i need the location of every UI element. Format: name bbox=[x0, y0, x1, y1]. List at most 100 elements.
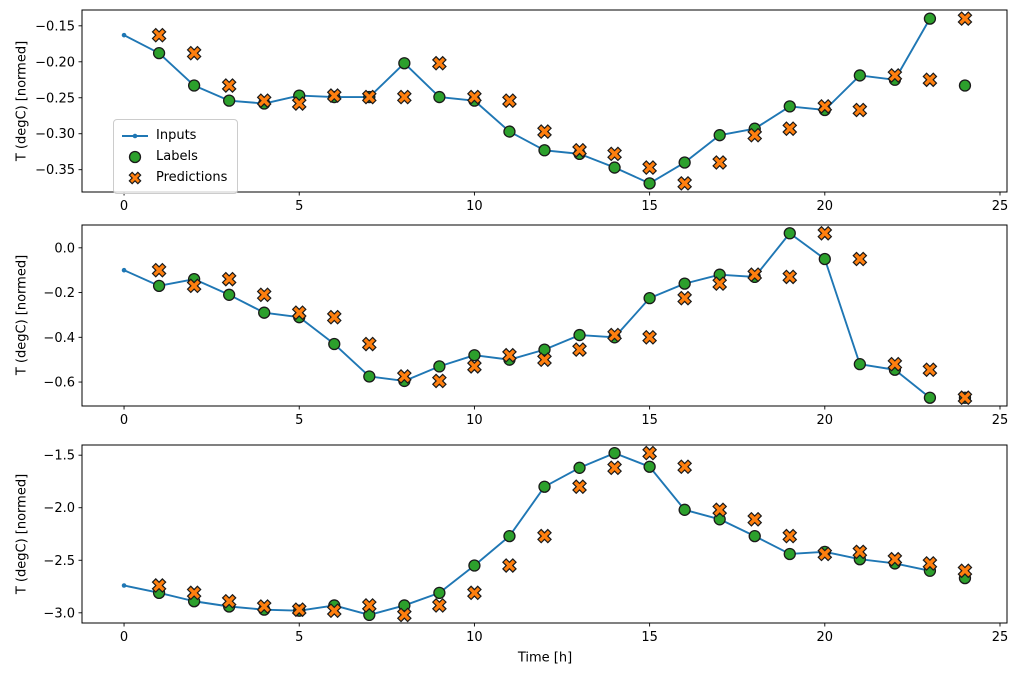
prediction-marker bbox=[642, 160, 658, 175]
labels-scatter-series bbox=[152, 446, 972, 622]
label-marker bbox=[853, 69, 866, 82]
inputs-line bbox=[123, 232, 931, 399]
inputs-line-series bbox=[121, 16, 933, 186]
prediction-marker bbox=[467, 358, 482, 374]
label-marker bbox=[187, 79, 201, 92]
y-tick-label: −2.5 bbox=[43, 554, 75, 569]
x-axis-ticks: 0 5 10 15 20 25 bbox=[120, 406, 1008, 428]
inputs-point-dot bbox=[121, 32, 127, 38]
label-marker bbox=[433, 586, 446, 599]
legend-item-predictions: Predictions bbox=[122, 167, 227, 188]
prediction-marker bbox=[256, 287, 272, 303]
prediction-marker bbox=[712, 502, 728, 518]
legend-label-labels: Labels bbox=[156, 149, 198, 164]
prediction-marker bbox=[887, 551, 903, 567]
prediction-marker bbox=[572, 342, 587, 358]
prediction-marker bbox=[852, 544, 868, 560]
label-marker bbox=[643, 460, 656, 473]
inputs-point-dot bbox=[121, 583, 127, 588]
subplot-1: 0 5 10 15 20 25 −0.15 −0.20 −0.25 −0.30 −0.35 T (d… bbox=[0, 0, 1023, 216]
prediction-marker bbox=[607, 146, 622, 162]
prediction-marker bbox=[221, 78, 237, 93]
x-tick-label: 15 bbox=[641, 199, 658, 214]
prediction-marker bbox=[431, 373, 447, 389]
x-tick-label: 25 bbox=[992, 413, 1009, 428]
prediction-marker bbox=[361, 598, 377, 613]
label-marker bbox=[748, 529, 761, 543]
label-marker bbox=[152, 47, 166, 60]
prediction-marker bbox=[431, 598, 447, 613]
y-axis-ticks: −0.15 −0.20 −0.25 −0.30 −0.35 bbox=[35, 19, 82, 178]
prediction-marker bbox=[782, 121, 798, 137]
label-marker bbox=[713, 129, 726, 142]
y-axis-label: T (degC) [normed] bbox=[14, 473, 30, 595]
label-marker bbox=[503, 529, 516, 543]
label-marker bbox=[608, 161, 621, 174]
legend-item-inputs: Inputs bbox=[122, 125, 227, 146]
prediction-marker bbox=[537, 528, 552, 544]
inputs-point-dot bbox=[121, 267, 127, 273]
prediction-marker bbox=[852, 102, 868, 118]
prediction-marker bbox=[607, 460, 622, 476]
legend-label-predictions: Predictions bbox=[156, 170, 228, 185]
label-marker bbox=[468, 349, 481, 362]
legend-item-labels: Labels bbox=[122, 146, 227, 167]
label-marker bbox=[643, 292, 656, 305]
prediction-marker bbox=[537, 352, 552, 368]
y-tick-label: −0.4 bbox=[43, 331, 75, 346]
axes-frame bbox=[81, 9, 1008, 193]
legend: Inputs Labels Predictions bbox=[113, 119, 239, 194]
prediction-marker bbox=[396, 89, 412, 105]
label-marker bbox=[783, 547, 796, 561]
x-tick-label: 10 bbox=[466, 630, 483, 645]
inputs-line-series bbox=[121, 450, 933, 618]
x-cross-icon bbox=[128, 170, 142, 185]
label-marker bbox=[398, 57, 411, 70]
x-tick-label: 25 bbox=[992, 630, 1009, 645]
prediction-marker bbox=[887, 68, 903, 83]
x-tick-label: 0 bbox=[120, 413, 128, 428]
predictions-scatter-series bbox=[151, 445, 973, 623]
prediction-marker bbox=[677, 290, 693, 306]
y-axis-label: T (degC) [normed] bbox=[14, 254, 30, 376]
prediction-marker bbox=[326, 309, 342, 325]
prediction-marker bbox=[537, 124, 552, 139]
label-marker bbox=[363, 370, 376, 383]
prediction-marker bbox=[151, 578, 167, 593]
inputs-line-series bbox=[121, 230, 933, 401]
prediction-marker bbox=[747, 267, 763, 283]
x-tick-label: 15 bbox=[641, 630, 658, 645]
prediction-marker bbox=[677, 175, 693, 191]
line-with-dot-icon bbox=[122, 133, 148, 138]
label-marker bbox=[678, 277, 691, 290]
label-marker bbox=[433, 360, 446, 373]
prediction-marker bbox=[957, 390, 973, 406]
x-tick-label: 0 bbox=[120, 199, 128, 214]
prediction-marker bbox=[957, 563, 973, 579]
prediction-marker bbox=[186, 278, 202, 294]
y-axis-ticks: −1.5 −2.0 −2.5 −3.0 bbox=[43, 449, 82, 621]
x-tick-label: 25 bbox=[992, 199, 1009, 214]
label-marker bbox=[152, 279, 166, 293]
prediction-marker bbox=[712, 276, 728, 292]
prediction-marker bbox=[186, 585, 202, 601]
subplot-3: 0 5 10 15 20 25 −1.5 −2.0 −2.5 −3.0 bbox=[0, 432, 1023, 679]
labels-scatter-series bbox=[152, 227, 972, 404]
label-marker bbox=[573, 461, 586, 474]
prediction-marker bbox=[256, 599, 272, 614]
axes-frame bbox=[81, 444, 1008, 624]
x-tick-label: 5 bbox=[295, 199, 303, 214]
prediction-marker bbox=[957, 11, 973, 27]
prediction-marker bbox=[326, 603, 342, 619]
subplot-3-canvas: 0 5 10 15 20 25 −1.5 −2.0 −2.5 −3.0 bbox=[43, 444, 1009, 645]
x-tick-label: 10 bbox=[466, 199, 483, 214]
prediction-marker bbox=[747, 511, 763, 527]
label-marker bbox=[258, 306, 271, 319]
x-axis-ticks: 0 5 10 15 20 25 bbox=[120, 192, 1008, 214]
label-marker bbox=[643, 177, 656, 190]
prediction-marker bbox=[396, 369, 412, 384]
prediction-marker bbox=[607, 327, 622, 343]
y-tick-label: −0.2 bbox=[43, 286, 75, 301]
label-marker bbox=[223, 288, 236, 301]
